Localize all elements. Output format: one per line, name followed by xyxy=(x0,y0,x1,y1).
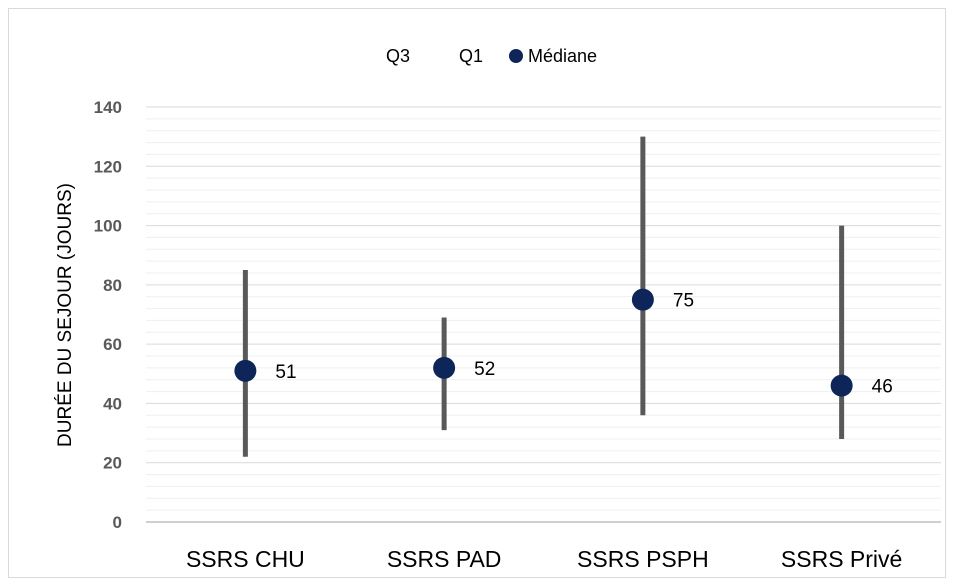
median-point xyxy=(830,374,853,397)
x-category-label: SSRS Privé xyxy=(781,546,902,572)
y-tick-label: 20 xyxy=(103,454,122,473)
x-category-label: SSRS PAD xyxy=(387,546,502,572)
y-tick-label: 100 xyxy=(94,217,122,236)
median-point xyxy=(631,288,654,311)
gridlines xyxy=(146,106,941,523)
legend-median-marker xyxy=(509,49,523,63)
median-point xyxy=(433,356,456,379)
x-category-labels: SSRS CHU SSRS PAD SSRS PSPH SSRS Privé xyxy=(186,546,902,572)
median-data-label: 75 xyxy=(673,291,694,312)
legend: Q3 Q1 Médiane xyxy=(386,46,597,66)
y-tick-label: 40 xyxy=(103,394,122,413)
median-point xyxy=(234,359,257,382)
y-tick-label: 60 xyxy=(103,335,122,354)
y-tick-labels: 0 20 40 60 80 100 120 140 xyxy=(94,98,122,532)
y-tick-label: 80 xyxy=(103,276,122,295)
median-data-label: 52 xyxy=(474,359,495,380)
median-data-label: 46 xyxy=(872,377,893,398)
legend-item-q1: Q1 xyxy=(459,46,483,66)
y-axis-label: DURÉE DU SEJOUR (JOURS) xyxy=(55,183,76,447)
y-tick-label: 140 xyxy=(94,98,122,117)
x-category-label: SSRS CHU xyxy=(186,546,305,572)
legend-item-q3: Q3 xyxy=(386,46,410,66)
range-marks: 51 52 75 46 xyxy=(234,136,893,457)
chart-frame xyxy=(8,8,946,578)
median-data-label: 51 xyxy=(275,362,296,383)
y-tick-label: 120 xyxy=(94,157,122,176)
y-tick-label: 0 xyxy=(113,513,122,532)
legend-item-median: Médiane xyxy=(528,46,597,66)
x-category-label: SSRS PSPH xyxy=(577,546,709,572)
